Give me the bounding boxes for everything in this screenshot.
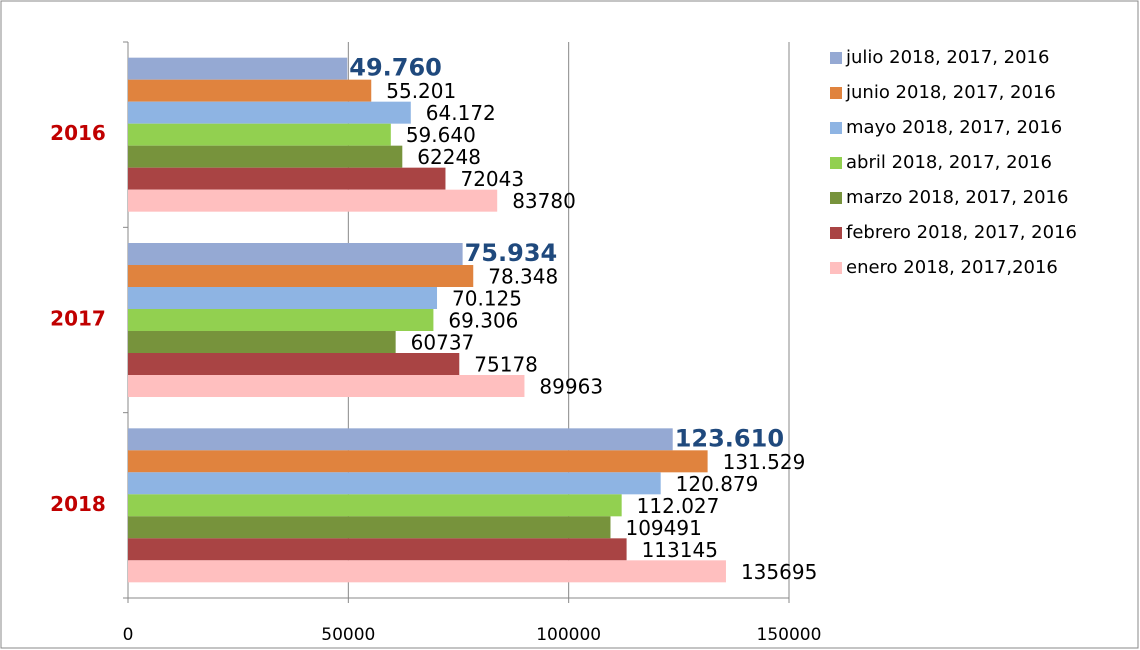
bar — [128, 57, 348, 80]
value-label: 120.879 — [676, 472, 759, 496]
legend-swatch — [830, 52, 842, 64]
bar — [128, 494, 622, 517]
value-label: 75.934 — [465, 239, 558, 267]
legend-label: febrero 2018, 2017, 2016 — [846, 222, 1077, 243]
value-label: 135695 — [741, 560, 817, 584]
bar — [128, 353, 460, 375]
value-label: 89963 — [539, 375, 603, 399]
legend-label: marzo 2018, 2017, 2016 — [846, 187, 1068, 208]
value-label: 75178 — [474, 353, 538, 377]
bar — [128, 472, 661, 495]
legend-swatch — [830, 157, 842, 169]
value-label: 55.201 — [386, 79, 456, 103]
value-label: 123.610 — [675, 424, 784, 452]
x-tick-label: 150000 — [757, 625, 822, 645]
bar — [128, 560, 726, 583]
value-label: 49.760 — [349, 54, 442, 82]
legend-swatch — [830, 227, 842, 239]
value-label: 69.306 — [448, 309, 518, 333]
bar — [128, 123, 391, 146]
legend-swatch — [830, 262, 842, 274]
value-label: 72043 — [460, 167, 524, 191]
legend-swatch — [830, 87, 842, 99]
bar — [128, 516, 611, 539]
bar — [128, 189, 498, 212]
y-tick-label: 2018 — [50, 492, 106, 516]
x-tick-label: 50000 — [321, 625, 375, 645]
value-label: 131.529 — [723, 450, 806, 474]
value-label: 83780 — [512, 189, 576, 213]
value-label: 59.640 — [406, 123, 476, 147]
bar — [128, 450, 708, 473]
bar — [128, 101, 411, 124]
y-tick-label: 2017 — [50, 307, 106, 331]
bar — [128, 145, 403, 168]
value-label: 109491 — [625, 516, 701, 540]
value-label: 64.172 — [426, 101, 496, 125]
value-label: 78.348 — [488, 265, 558, 289]
bar — [128, 309, 434, 331]
bar — [128, 167, 446, 190]
legend-label: enero 2018, 2017,2016 — [846, 257, 1058, 278]
legend-label: junio 2018, 2017, 2016 — [845, 82, 1056, 103]
legend-label: julio 2018, 2017, 2016 — [845, 47, 1049, 68]
value-label: 113145 — [642, 538, 718, 562]
legend-label: abril 2018, 2017, 2016 — [846, 152, 1052, 173]
value-label: 60737 — [411, 331, 475, 355]
value-label: 62248 — [417, 145, 481, 169]
bar — [128, 243, 463, 265]
bar — [128, 265, 474, 287]
bar — [128, 375, 525, 397]
bar — [128, 428, 673, 451]
x-tick-label: 100000 — [536, 625, 601, 645]
value-label: 112.027 — [637, 494, 720, 518]
legend-swatch — [830, 122, 842, 134]
bar — [128, 79, 372, 102]
value-label: 70.125 — [452, 287, 522, 311]
bar — [128, 331, 396, 353]
legend-label: mayo 2018, 2017, 2016 — [846, 117, 1062, 138]
x-tick-label: 0 — [123, 625, 134, 645]
bar — [128, 538, 627, 561]
legend-swatch — [830, 192, 842, 204]
y-tick-label: 2016 — [50, 121, 106, 145]
bar — [128, 287, 438, 309]
